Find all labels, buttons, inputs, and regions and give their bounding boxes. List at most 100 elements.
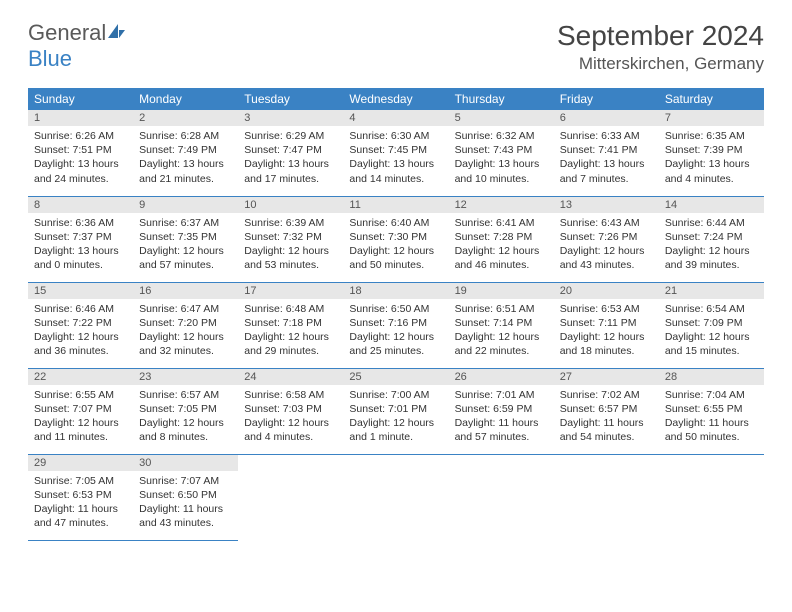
day-number: 25	[343, 369, 448, 385]
daylight-text: Daylight: 13 hours	[665, 157, 758, 171]
calendar-cell: 23Sunrise: 6:57 AMSunset: 7:05 PMDayligh…	[133, 368, 238, 454]
calendar-cell: 24Sunrise: 6:58 AMSunset: 7:03 PMDayligh…	[238, 368, 343, 454]
day-header: Wednesday	[343, 88, 448, 110]
day-number: 7	[659, 110, 764, 126]
sunrise-text: Sunrise: 6:50 AM	[349, 302, 442, 316]
calendar-cell: 29Sunrise: 7:05 AMSunset: 6:53 PMDayligh…	[28, 454, 133, 540]
sunset-text: Sunset: 7:03 PM	[244, 402, 337, 416]
day-body: Sunrise: 6:39 AMSunset: 7:32 PMDaylight:…	[238, 213, 343, 277]
calendar-cell: 28Sunrise: 7:04 AMSunset: 6:55 PMDayligh…	[659, 368, 764, 454]
daylight-text: and 46 minutes.	[455, 258, 548, 272]
daylight-text: and 17 minutes.	[244, 172, 337, 186]
daylight-text: and 43 minutes.	[139, 516, 232, 530]
day-body: Sunrise: 6:33 AMSunset: 7:41 PMDaylight:…	[554, 126, 659, 190]
location-text: Mitterskirchen, Germany	[557, 54, 764, 74]
sunrise-text: Sunrise: 7:04 AM	[665, 388, 758, 402]
sunrise-text: Sunrise: 6:55 AM	[34, 388, 127, 402]
sunrise-text: Sunrise: 7:02 AM	[560, 388, 653, 402]
daylight-text: Daylight: 11 hours	[665, 416, 758, 430]
calendar-cell: 13Sunrise: 6:43 AMSunset: 7:26 PMDayligh…	[554, 196, 659, 282]
day-header-row: Sunday Monday Tuesday Wednesday Thursday…	[28, 88, 764, 110]
sunset-text: Sunset: 7:24 PM	[665, 230, 758, 244]
calendar-cell: 14Sunrise: 6:44 AMSunset: 7:24 PMDayligh…	[659, 196, 764, 282]
calendar-cell: 22Sunrise: 6:55 AMSunset: 7:07 PMDayligh…	[28, 368, 133, 454]
calendar-cell: 1Sunrise: 6:26 AMSunset: 7:51 PMDaylight…	[28, 110, 133, 196]
sunset-text: Sunset: 7:43 PM	[455, 143, 548, 157]
day-number: 20	[554, 283, 659, 299]
calendar-row: 29Sunrise: 7:05 AMSunset: 6:53 PMDayligh…	[28, 454, 764, 540]
sunset-text: Sunset: 7:11 PM	[560, 316, 653, 330]
day-number: 18	[343, 283, 448, 299]
day-body: Sunrise: 7:05 AMSunset: 6:53 PMDaylight:…	[28, 471, 133, 535]
sunrise-text: Sunrise: 6:30 AM	[349, 129, 442, 143]
day-body: Sunrise: 6:32 AMSunset: 7:43 PMDaylight:…	[449, 126, 554, 190]
sunset-text: Sunset: 7:28 PM	[455, 230, 548, 244]
sunrise-text: Sunrise: 6:47 AM	[139, 302, 232, 316]
day-number: 3	[238, 110, 343, 126]
day-number: 23	[133, 369, 238, 385]
logo: General Blue	[28, 20, 126, 72]
logo-text: General Blue	[28, 20, 126, 72]
day-body: Sunrise: 6:48 AMSunset: 7:18 PMDaylight:…	[238, 299, 343, 363]
calendar-cell: 25Sunrise: 7:00 AMSunset: 7:01 PMDayligh…	[343, 368, 448, 454]
day-body: Sunrise: 6:55 AMSunset: 7:07 PMDaylight:…	[28, 385, 133, 449]
day-header: Tuesday	[238, 88, 343, 110]
day-number: 15	[28, 283, 133, 299]
daylight-text: and 29 minutes.	[244, 344, 337, 358]
calendar-cell: 18Sunrise: 6:50 AMSunset: 7:16 PMDayligh…	[343, 282, 448, 368]
day-number: 2	[133, 110, 238, 126]
day-body: Sunrise: 6:53 AMSunset: 7:11 PMDaylight:…	[554, 299, 659, 363]
sunrise-text: Sunrise: 6:57 AM	[139, 388, 232, 402]
daylight-text: Daylight: 11 hours	[560, 416, 653, 430]
daylight-text: and 18 minutes.	[560, 344, 653, 358]
day-body: Sunrise: 6:46 AMSunset: 7:22 PMDaylight:…	[28, 299, 133, 363]
daylight-text: and 4 minutes.	[244, 430, 337, 444]
day-header: Friday	[554, 88, 659, 110]
daylight-text: and 14 minutes.	[349, 172, 442, 186]
daylight-text: Daylight: 13 hours	[455, 157, 548, 171]
day-body: Sunrise: 6:28 AMSunset: 7:49 PMDaylight:…	[133, 126, 238, 190]
daylight-text: Daylight: 13 hours	[34, 244, 127, 258]
sunset-text: Sunset: 7:37 PM	[34, 230, 127, 244]
daylight-text: and 15 minutes.	[665, 344, 758, 358]
sunrise-text: Sunrise: 6:46 AM	[34, 302, 127, 316]
sunrise-text: Sunrise: 6:33 AM	[560, 129, 653, 143]
calendar-row: 8Sunrise: 6:36 AMSunset: 7:37 PMDaylight…	[28, 196, 764, 282]
day-body: Sunrise: 6:54 AMSunset: 7:09 PMDaylight:…	[659, 299, 764, 363]
day-body: Sunrise: 6:43 AMSunset: 7:26 PMDaylight:…	[554, 213, 659, 277]
day-number: 9	[133, 197, 238, 213]
daylight-text: Daylight: 12 hours	[665, 244, 758, 258]
day-number: 12	[449, 197, 554, 213]
sunrise-text: Sunrise: 6:32 AM	[455, 129, 548, 143]
calendar-cell: 19Sunrise: 6:51 AMSunset: 7:14 PMDayligh…	[449, 282, 554, 368]
sunset-text: Sunset: 7:32 PM	[244, 230, 337, 244]
daylight-text: and 8 minutes.	[139, 430, 232, 444]
day-number: 16	[133, 283, 238, 299]
calendar-cell: 27Sunrise: 7:02 AMSunset: 6:57 PMDayligh…	[554, 368, 659, 454]
daylight-text: Daylight: 12 hours	[244, 244, 337, 258]
calendar-cell: 6Sunrise: 6:33 AMSunset: 7:41 PMDaylight…	[554, 110, 659, 196]
day-body: Sunrise: 6:50 AMSunset: 7:16 PMDaylight:…	[343, 299, 448, 363]
daylight-text: Daylight: 11 hours	[139, 502, 232, 516]
calendar-row: 15Sunrise: 6:46 AMSunset: 7:22 PMDayligh…	[28, 282, 764, 368]
day-body: Sunrise: 7:02 AMSunset: 6:57 PMDaylight:…	[554, 385, 659, 449]
sunrise-text: Sunrise: 7:07 AM	[139, 474, 232, 488]
sunset-text: Sunset: 6:59 PM	[455, 402, 548, 416]
day-body: Sunrise: 6:41 AMSunset: 7:28 PMDaylight:…	[449, 213, 554, 277]
sunrise-text: Sunrise: 7:05 AM	[34, 474, 127, 488]
sunrise-text: Sunrise: 6:51 AM	[455, 302, 548, 316]
sunset-text: Sunset: 7:14 PM	[455, 316, 548, 330]
daylight-text: Daylight: 12 hours	[244, 416, 337, 430]
day-number: 10	[238, 197, 343, 213]
daylight-text: Daylight: 11 hours	[455, 416, 548, 430]
calendar-cell	[449, 454, 554, 540]
calendar-cell: 5Sunrise: 6:32 AMSunset: 7:43 PMDaylight…	[449, 110, 554, 196]
daylight-text: and 0 minutes.	[34, 258, 127, 272]
day-body: Sunrise: 6:44 AMSunset: 7:24 PMDaylight:…	[659, 213, 764, 277]
day-number: 11	[343, 197, 448, 213]
daylight-text: Daylight: 12 hours	[34, 330, 127, 344]
daylight-text: and 43 minutes.	[560, 258, 653, 272]
day-number: 30	[133, 455, 238, 471]
daylight-text: Daylight: 12 hours	[455, 244, 548, 258]
sunset-text: Sunset: 7:49 PM	[139, 143, 232, 157]
